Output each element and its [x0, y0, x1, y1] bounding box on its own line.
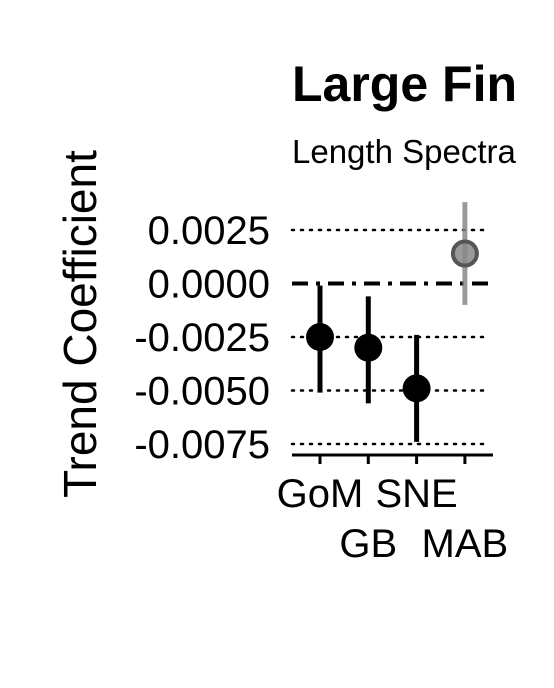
- y-axis-label: Trend Coefficient: [54, 150, 106, 498]
- x-tick-label: SNE: [375, 472, 457, 516]
- x-tick-label: MAB: [422, 522, 509, 566]
- point-estimate: [450, 239, 479, 268]
- x-axis-ticks: GoM GB SNE MAB: [277, 455, 509, 566]
- y-tick-label: 0.0000: [148, 263, 270, 307]
- point-estimate: [306, 323, 334, 351]
- x-tick-label: GB: [339, 522, 397, 566]
- y-tick-label: 0.0025: [148, 209, 270, 253]
- point-estimate: [354, 333, 383, 362]
- chart-subtitle: Length Spectra: [292, 133, 516, 170]
- y-tick-label: -0.0025: [134, 316, 270, 360]
- grid-lines: [290, 228, 492, 446]
- x-tick-label: GoM: [277, 472, 364, 516]
- data-points: [306, 202, 479, 442]
- chart-title: Large Fin: [292, 56, 517, 112]
- y-tick-label: -0.0050: [134, 370, 270, 414]
- point-estimate: [402, 374, 431, 403]
- y-tick-label: -0.0075: [134, 423, 270, 467]
- y-axis-ticks: 0.0025 0.0000 -0.0025 -0.0050 -0.0075: [134, 209, 270, 467]
